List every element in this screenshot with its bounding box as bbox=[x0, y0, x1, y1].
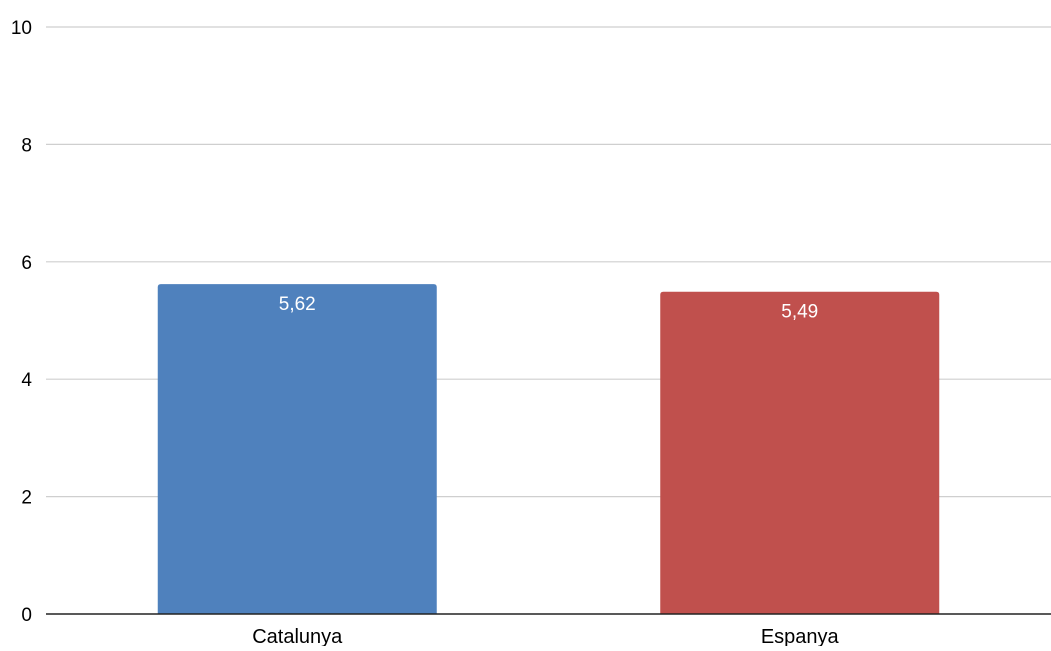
y-tick-label: 0 bbox=[21, 605, 32, 626]
bar-espanya bbox=[660, 291, 940, 614]
x-tick-label-espanya: Espanya bbox=[761, 626, 840, 646]
y-tick-label: 4 bbox=[21, 370, 32, 391]
y-tick-label: 8 bbox=[21, 135, 32, 156]
x-axis-category-labels: Catalunya Espanya bbox=[252, 626, 840, 648]
data-labels: 5,62 5,49 bbox=[279, 294, 818, 323]
bar-catalunya bbox=[157, 284, 437, 614]
data-label-catalunya: 5,62 bbox=[279, 294, 316, 315]
y-axis-tick-labels: 0 2 4 6 8 10 bbox=[11, 18, 33, 626]
x-tick-label-catalunya: Catalunya bbox=[252, 626, 343, 646]
bars bbox=[157, 284, 940, 614]
y-tick-label: 6 bbox=[21, 253, 32, 274]
y-tick-label: 10 bbox=[11, 18, 32, 39]
data-label-espanya: 5,49 bbox=[781, 302, 818, 323]
y-tick-label: 2 bbox=[21, 488, 32, 509]
